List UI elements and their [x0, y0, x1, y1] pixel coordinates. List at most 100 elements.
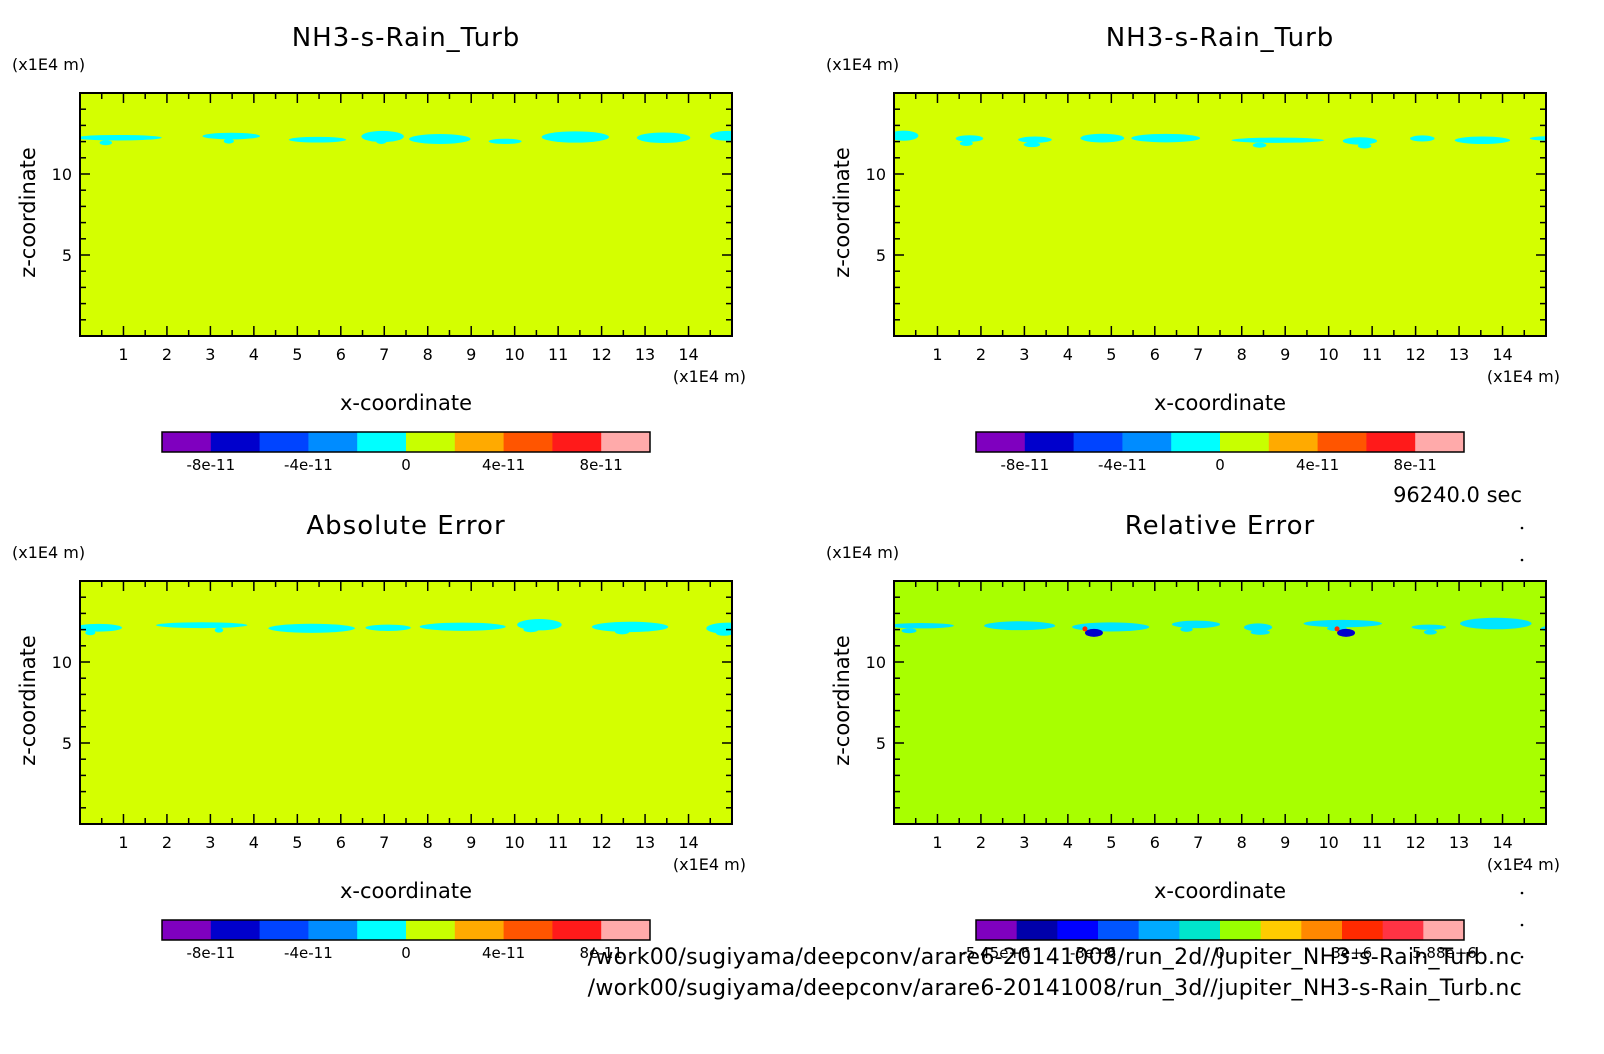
x-tick-label: 2 [976, 345, 986, 364]
colorbar-label: 4e-11 [482, 456, 525, 474]
x-tick-label: 10 [504, 833, 524, 852]
x-tick-label: 7 [1193, 345, 1203, 364]
x-tick-label: 12 [1405, 833, 1425, 852]
colorbar-segment [976, 432, 1026, 452]
colorbar-label: 3e+6 [1331, 944, 1372, 962]
colorbar-label: -3e+6 [1070, 944, 1116, 962]
x-tick-label: 6 [1150, 345, 1160, 364]
colorbar: -8e-11 -4e-11 0 4e-11 8e-11 [161, 919, 651, 962]
panel-1: NH3-s-Rain_Turb(x1E4 m)1 2 3 4 5 6 7 8 9 10 11 12 13… [12, 23, 746, 474]
x-tick-label: 13 [1449, 345, 1469, 364]
colorbar-segment [210, 432, 261, 452]
colorbar-label: 8e-11 [580, 944, 623, 962]
cloud-blob [155, 622, 248, 629]
cloud-blob [288, 136, 347, 143]
colorbar-segment [1138, 920, 1180, 940]
colorbar-segment [162, 432, 212, 452]
cloud-blob [984, 621, 1056, 631]
cloud-blob [541, 131, 609, 143]
heatmap-field [894, 93, 1546, 336]
x-tick-label: 11 [548, 833, 568, 852]
y-tick-label: 10 [52, 165, 72, 184]
x-tick-label: 3 [205, 833, 215, 852]
cloud-blob [709, 130, 732, 141]
y-tick-label: 5 [876, 734, 886, 753]
panel-3: Absolute Error(x1E4 m)1 2 3 4 5 6 7 8 9 10 11 12 13 1… [12, 511, 746, 962]
cloud-blob [80, 134, 162, 141]
x-tick-label: 14 [1492, 833, 1512, 852]
cloud-blob [636, 132, 691, 144]
margin-dot [1520, 860, 1524, 864]
cloud-blob [894, 130, 919, 141]
colorbar-segment [308, 920, 358, 940]
margin-dot [1520, 955, 1524, 959]
y-axis-label: z-coordinate [16, 635, 40, 766]
margin-dot [1520, 891, 1524, 895]
cloud-blob [615, 629, 630, 635]
colorbar-label: 0 [401, 456, 411, 474]
colorbar-segment [552, 432, 602, 452]
colorbar-segment [308, 432, 358, 452]
cloud-blob [1540, 625, 1546, 632]
x-tick-label: 12 [591, 345, 611, 364]
cloud-layer [80, 619, 732, 636]
panel-2: NH3-s-Rain_Turb(x1E4 m)1 2 3 4 5 6 7 8 9 10 11 12 13… [826, 23, 1560, 474]
y-axis-label: z-coordinate [830, 147, 854, 278]
x-tick-label: 9 [1280, 345, 1290, 364]
colorbar-segment [1057, 920, 1099, 940]
colorbar-segment [406, 432, 456, 452]
cloud-blob [1250, 629, 1270, 635]
cloud-layer [894, 130, 1546, 149]
colorbar-segment [601, 432, 651, 452]
x-tick-label: 6 [336, 833, 346, 852]
y-unit-label: (x1E4 m) [12, 543, 85, 562]
cloud-blob [894, 623, 954, 629]
panel-4: Relative Error(x1E4 m)1 2 3 4 5 6 7 8 9 10 11 12 13 1… [826, 511, 1560, 962]
cloud-blob [1023, 142, 1041, 148]
cloud-blob [1080, 133, 1125, 143]
x-tick-label: 14 [678, 833, 698, 852]
x-tick-label: 3 [205, 345, 215, 364]
colorbar-segment [1016, 920, 1058, 940]
cloud-blob [1409, 135, 1435, 142]
extreme-spot [1082, 626, 1088, 632]
colorbar-segment [1171, 432, 1221, 452]
file-path: /work00/sugiyama/deepconv/arare6-2014100… [588, 976, 1522, 1001]
x-tick-label: 9 [1280, 833, 1290, 852]
extreme-spot [1337, 628, 1356, 637]
x-tick-label: 5 [1106, 833, 1116, 852]
margin-dot [1520, 558, 1524, 562]
colorbar-label: 5.88e+6 [1412, 944, 1477, 962]
y-axis-label: z-coordinate [830, 635, 854, 766]
colorbar-segment [1268, 432, 1319, 452]
x-tick-label: 8 [1237, 345, 1247, 364]
colorbar-label: 0 [1215, 456, 1225, 474]
colorbar-label: -4e-11 [1098, 456, 1147, 474]
y-tick-label: 5 [62, 246, 72, 265]
chart-title: Relative Error [1125, 511, 1316, 541]
x-tick-label: 5 [1106, 345, 1116, 364]
x-axis-label: x-coordinate [340, 879, 472, 903]
colorbar-segment [1098, 920, 1140, 940]
cloud-blob [1459, 617, 1532, 630]
colorbar-label: -8e-11 [186, 456, 235, 474]
colorbar-segment [357, 432, 407, 452]
colorbar-frame [161, 919, 651, 941]
y-tick-label: 10 [52, 653, 72, 672]
x-tick-label: 13 [1449, 833, 1469, 852]
x-tick-label: 7 [379, 833, 389, 852]
x-tick-label: 10 [1318, 345, 1338, 364]
colorbar-segment [1260, 920, 1302, 940]
cloud-blob [202, 132, 261, 140]
x-axis-label: x-coordinate [1154, 391, 1286, 415]
x-unit-label: (x1E4 m) [1487, 855, 1560, 874]
cloud-blob [955, 135, 984, 142]
colorbar: -8e-11 -4e-11 0 4e-11 8e-11 [161, 431, 651, 474]
colorbar-segment [503, 920, 553, 940]
colorbar-label: 8e-11 [1394, 456, 1437, 474]
y-unit-label: (x1E4 m) [826, 55, 899, 74]
x-tick-label: 6 [1150, 833, 1160, 852]
x-tick-label: 9 [466, 345, 476, 364]
colorbar-label: -8e-11 [1000, 456, 1049, 474]
colorbar-segment [1220, 432, 1270, 452]
